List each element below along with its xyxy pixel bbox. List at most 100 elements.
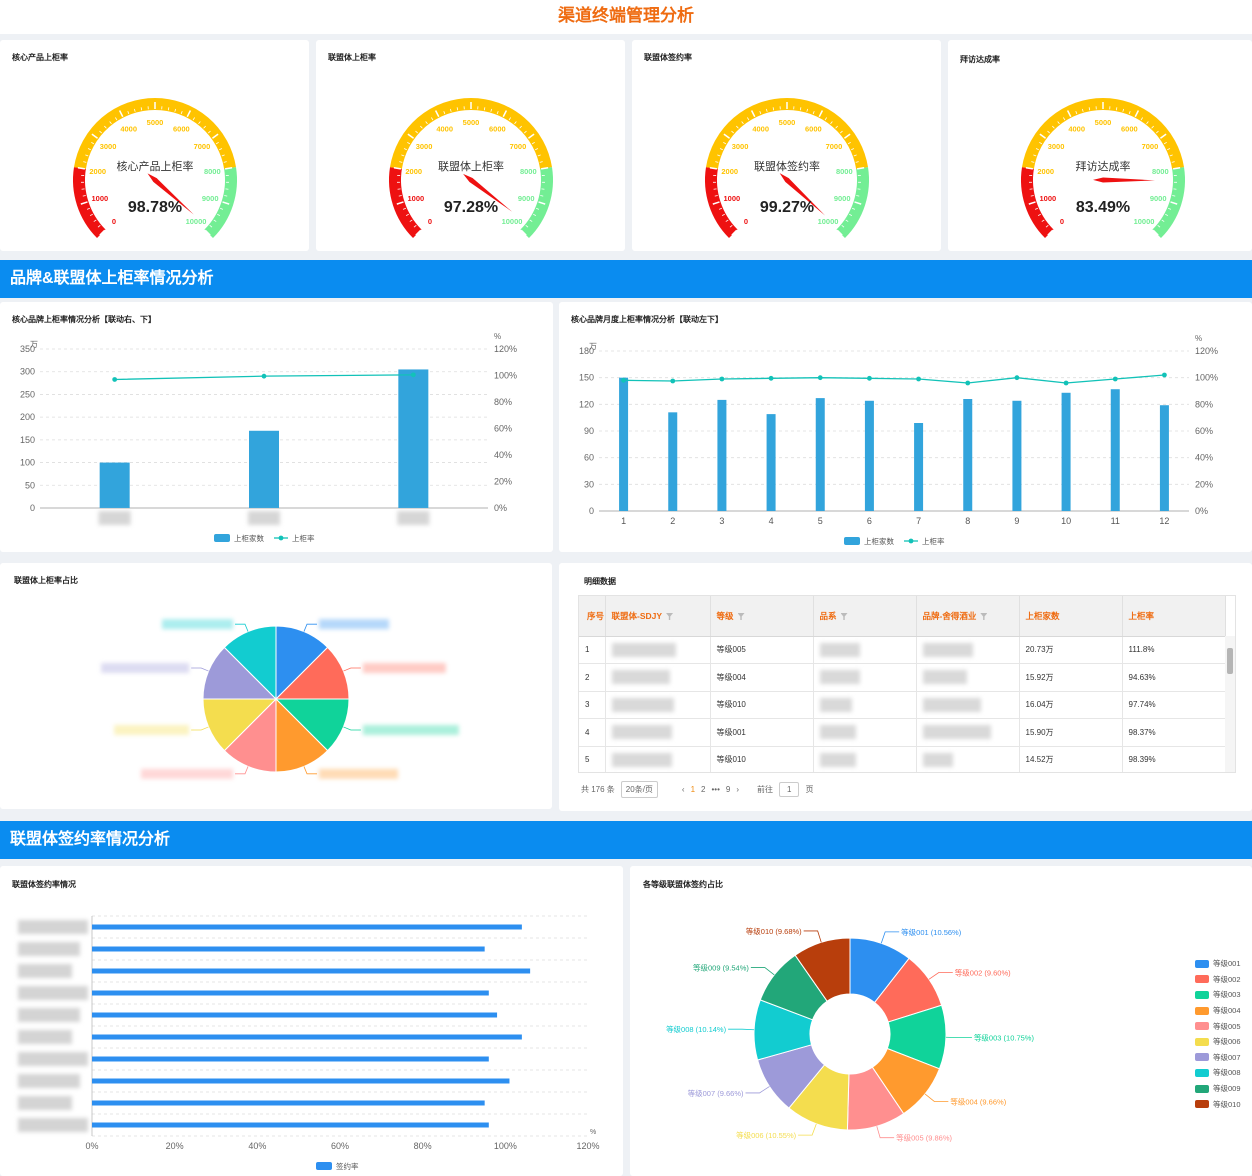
- rate-line: [623, 374, 1165, 384]
- cell-index: 2: [579, 663, 606, 692]
- filter-icon[interactable]: [980, 613, 988, 620]
- table-row[interactable]: 1 等级005 20.73万 111.8%: [579, 636, 1226, 664]
- bar: [99, 462, 130, 508]
- cell-alliance: [605, 636, 711, 664]
- gauge-center-label: 联盟体上柜率: [438, 159, 504, 173]
- y-tick-label: 100: [20, 458, 35, 468]
- gauge-tick-label: 9000: [1150, 194, 1167, 203]
- gauge-tick: [496, 111, 499, 115]
- col-header-rate[interactable]: 上柜率: [1122, 596, 1226, 637]
- legend-item[interactable]: 等级010: [1195, 1096, 1241, 1112]
- gauge-tick: [812, 111, 815, 115]
- page-size-select[interactable]: 20条/页: [620, 781, 658, 798]
- gauge-tick-label: 6000: [1121, 124, 1138, 133]
- y2-tick-label: 20%: [1195, 479, 1213, 489]
- gauge-tick: [519, 125, 522, 129]
- legend-item[interactable]: 等级006: [1195, 1034, 1241, 1050]
- gauge-tick-label: 2000: [89, 167, 106, 176]
- filter-icon[interactable]: [840, 613, 848, 620]
- donut-label-line: [750, 967, 775, 976]
- cell-brand: [916, 718, 1020, 747]
- gauge-tick: [502, 110, 508, 118]
- y2-tick-label: 0%: [1195, 506, 1208, 516]
- gauge-tick: [1028, 201, 1036, 205]
- col-header-grade[interactable]: 等级: [710, 596, 814, 637]
- x-tick-label: 120%: [576, 1141, 599, 1151]
- gauge-tick: [723, 141, 727, 145]
- prev-page-button[interactable]: ‹: [681, 785, 685, 794]
- gauge-center-label: 联盟体签约率: [754, 159, 820, 173]
- sign-rate-bar-chart: 0% 20% 40% 60% 80% 100% 120%% 签约率: [18, 915, 600, 1171]
- grade-donut-chart: 等级001 (10.56%) 等级002 (9.60%) 等级003 (10.75%…: [666, 926, 1035, 1143]
- col-header-brand[interactable]: 品牌-舍得酒业: [916, 596, 1020, 637]
- gauge-tick: [717, 154, 721, 157]
- gauge-tick-label: 6000: [805, 124, 822, 133]
- col-header-alliance[interactable]: 联盟体-SDJY: [605, 596, 711, 637]
- gauge-tick: [729, 224, 733, 228]
- chart-title: 联盟体签约率情况: [12, 880, 76, 889]
- donut-slice-label: 等级003 (10.75%): [974, 1033, 1035, 1043]
- y2-tick-label: 40%: [494, 450, 512, 460]
- table-row[interactable]: 2 等级004 15.92万 94.63%: [579, 663, 1226, 692]
- gauge-tick: [525, 224, 529, 228]
- gauge-tick: [1146, 121, 1149, 125]
- gauge-tick: [1034, 207, 1038, 210]
- chart-title: 各等级联盟体签约占比: [643, 880, 723, 889]
- gauge-tick: [104, 125, 107, 129]
- legend-item[interactable]: 等级003: [1195, 987, 1241, 1003]
- bar: [1159, 405, 1169, 511]
- x-tick-label: 2: [670, 516, 675, 526]
- y-tick-label: 150: [20, 435, 35, 445]
- pie-label: [114, 724, 190, 735]
- col-header-series[interactable]: 品系: [813, 596, 917, 637]
- gauge-tick: [1152, 229, 1159, 236]
- pie-slice: [274, 698, 350, 752]
- legend-item[interactable]: 等级008: [1195, 1065, 1241, 1081]
- gauge-tick: [1140, 117, 1143, 121]
- gauge-tick: [712, 201, 720, 205]
- table-row[interactable]: 3 等级010 16.04万 97.74%: [579, 691, 1226, 719]
- gauge-tick: [830, 121, 833, 125]
- gauge-band: [74, 98, 236, 170]
- col-header-index[interactable]: 序号: [579, 596, 606, 637]
- y-tick-label: [18, 1074, 80, 1088]
- filter-icon[interactable]: [737, 613, 745, 620]
- gauge-tick: [401, 154, 405, 157]
- next-page-button[interactable]: ›: [736, 785, 740, 794]
- cell-grade: 等级010: [710, 746, 814, 772]
- gauge-band: [706, 98, 868, 170]
- gauge-tick-label: 3000: [100, 142, 117, 151]
- table-row[interactable]: 5 等级010 14.52万 98.39%: [579, 746, 1226, 772]
- legend-item[interactable]: 等级002: [1195, 972, 1241, 988]
- legend-item[interactable]: 等级005: [1195, 1018, 1241, 1034]
- gauge-tick-label: 1000: [723, 194, 740, 203]
- table-row[interactable]: 4 等级001 15.90万 98.37%: [579, 718, 1226, 747]
- legend-item[interactable]: 等级009: [1195, 1081, 1241, 1097]
- filter-icon[interactable]: [666, 613, 674, 620]
- page-1-button[interactable]: 1: [690, 785, 696, 794]
- gauge-tick: [721, 213, 725, 217]
- table-scrollbar[interactable]: [1225, 636, 1235, 772]
- col-header-count[interactable]: 上柜家数: [1019, 596, 1123, 637]
- gauge-tick: [1025, 167, 1033, 170]
- legend-item[interactable]: 等级004: [1195, 1003, 1241, 1019]
- gauge-tick: [99, 229, 106, 236]
- rate-point: [1014, 375, 1020, 381]
- y-tick-label: [18, 964, 72, 978]
- bar: [92, 1122, 489, 1128]
- gauge-tick: [221, 154, 225, 157]
- cell-alliance: [605, 663, 711, 692]
- legend-item[interactable]: 等级001: [1195, 956, 1241, 972]
- gauge-tick-label: 10000: [1134, 217, 1155, 226]
- page-more-button[interactable]: •••: [711, 785, 720, 794]
- page-2-button[interactable]: 2: [701, 785, 706, 794]
- x-tick-label: 12: [1159, 516, 1169, 526]
- scrollbar-thumb[interactable]: [1227, 648, 1233, 674]
- x-tick-label: 4: [769, 516, 774, 526]
- goto-page-input[interactable]: 1: [779, 782, 800, 797]
- legend-item[interactable]: 等级007: [1195, 1050, 1241, 1066]
- gauge-tick: [836, 229, 843, 236]
- page-9-button[interactable]: 9: [725, 785, 731, 794]
- legend-swatch-rate-dot: [908, 538, 914, 544]
